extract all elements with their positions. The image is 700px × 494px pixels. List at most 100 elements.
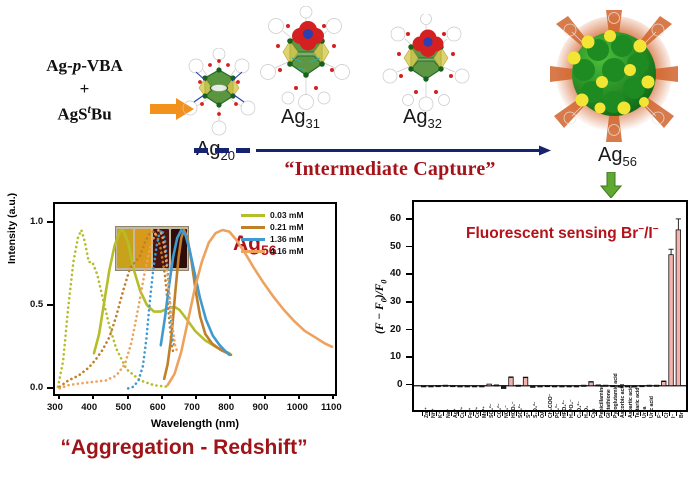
reagent-line-1: Ag-p-VBA <box>46 56 123 75</box>
ag32-structure <box>382 14 470 112</box>
bar-Urea <box>639 385 645 388</box>
right-xtickmark-19 <box>559 412 561 416</box>
synthesis-scheme: Ag-p-VBA + AgStBu <box>0 0 700 198</box>
spectra-curve-4 <box>126 228 176 390</box>
left-xtick-300: 300 <box>47 402 63 413</box>
bar-Ag+ <box>450 385 456 388</box>
right-ytick-20: 20 <box>390 323 402 335</box>
left-xtickmark-400 <box>92 394 95 399</box>
bar-Co2+ <box>471 385 478 388</box>
left-ytick-0.0: 0.0 <box>30 382 44 393</box>
legend-swatch-0 <box>241 213 265 217</box>
ag20-structure <box>182 48 256 136</box>
left-xtickmark-700 <box>195 394 197 399</box>
right-xtickmark-11 <box>501 412 503 416</box>
right-xtickmark-26 <box>610 412 612 416</box>
legend-swatch-1 <box>241 225 265 229</box>
legend-label-3: 4.16 mM <box>270 246 304 256</box>
legend-item-3: 4.16 mM <box>241 245 329 257</box>
left-ytick-0.5: 0.5 <box>30 299 44 310</box>
right-xtickmark-28 <box>625 412 627 416</box>
ag31-structure <box>260 6 350 110</box>
bar-OA <box>537 385 543 388</box>
right-ytick-30: 30 <box>390 296 402 307</box>
right-xtickmark-35 <box>676 412 678 416</box>
right-xtickmark-6 <box>465 412 467 416</box>
bar-Penicillamine <box>595 384 601 387</box>
right-xtickmark-8 <box>479 412 481 416</box>
right-xtickmark-25 <box>603 412 605 416</box>
right-xtickmark-12 <box>508 412 510 416</box>
legend-swatch-2 <box>241 237 265 241</box>
left-x-axis-label: Wavelength (nm) <box>150 418 240 430</box>
right-xtickmark-1 <box>428 412 430 416</box>
right-ytickmark-10 <box>406 356 412 358</box>
left-xtickmark-500 <box>126 394 129 399</box>
right-xtickmark-0 <box>421 412 423 416</box>
bar-Cys <box>588 381 594 387</box>
left-xtick-400: 400 <box>81 402 98 413</box>
legend-label-0: 0.03 mM <box>270 210 304 220</box>
left-ytickmark-0 <box>47 387 53 389</box>
bar-Zn2+ <box>421 385 427 388</box>
bar-NO3 - <box>501 385 507 389</box>
left-xtick-900: 900 <box>252 402 269 413</box>
right-xtickmark-20 <box>567 412 569 416</box>
green-down-arrow-icon <box>600 172 622 198</box>
right-xtickmark-24 <box>596 412 598 416</box>
reagent-line-2: AgStBu <box>57 101 112 124</box>
bar-PO4 3- <box>551 385 558 388</box>
right-ytick-40: 40 <box>390 268 402 280</box>
right-ytickmark-30 <box>406 301 412 303</box>
reagent-plus: + <box>79 78 90 98</box>
legend-item-1: 0.21 mM <box>241 221 329 233</box>
left-xtick-800: 800 <box>218 402 235 413</box>
right-xtickmark-3 <box>443 412 445 416</box>
bar-Aspartic acid <box>624 385 631 388</box>
dashed-line-icon <box>194 148 250 153</box>
right-ytickmark-20 <box>406 328 412 331</box>
ag56-label: Ag56 <box>598 144 637 169</box>
right-xtickmark-5 <box>458 412 460 416</box>
bar-Uric acid <box>646 384 652 387</box>
right-y-axis-label: (F − F0)/F0 <box>374 279 389 334</box>
right-xtickmark-23 <box>589 412 591 416</box>
bar-S2O3 2- <box>530 385 536 388</box>
bar-Ni2+ <box>428 385 434 388</box>
bar-Glutathione <box>602 384 609 387</box>
right-chart-panel: (F − F0)/F0 0 10 20 30 40 50 60 Fluorescent se… <box>372 186 698 492</box>
bar-F- <box>653 384 660 387</box>
right-xtickmark-10 <box>494 412 496 416</box>
selectivity-plot: Fluorescent sensing Br−/I− <box>412 200 688 412</box>
left-xtick-1000: 1000 <box>286 402 308 413</box>
right-xtickmark-21 <box>574 412 576 416</box>
bar-Fe3+ <box>464 385 470 388</box>
left-xtickmark-600 <box>160 394 163 399</box>
right-xtickmark-34 <box>669 412 671 416</box>
ag56-structure <box>550 10 678 142</box>
intermediate-capture-caption: “Intermediate Capture” <box>284 158 496 180</box>
right-ytickmark-40 <box>406 273 412 275</box>
right-ytickmark-60 <box>406 218 412 220</box>
long-arrow-icon <box>256 145 551 156</box>
right-xtickmark-9 <box>487 412 489 416</box>
spectra-curve-6 <box>58 228 179 390</box>
right-xtickmark-14 <box>523 412 525 416</box>
spectra-curve-1 <box>92 228 231 355</box>
right-xtickmark-16 <box>538 412 540 416</box>
legend-item-2: 1.36 mM <box>241 233 329 245</box>
bar-HPO4 2- <box>559 385 565 388</box>
selectivity-bars <box>414 218 686 389</box>
right-xtickmark-17 <box>545 412 547 416</box>
bar-I- <box>668 254 674 387</box>
bar-Pyroglutamic acid <box>610 385 616 388</box>
bar-H2PO4 - <box>566 385 572 388</box>
orange-arrow-icon <box>150 98 194 120</box>
right-ytick-10: 10 <box>390 351 402 363</box>
left-chart-panel: Intensity (a.u.) 1.0 0.5 0.0 Ag56 0.03 m… <box>6 186 360 492</box>
bar-S2- <box>522 377 529 387</box>
left-y-axis-label: Intensity (a.u.) <box>6 192 18 264</box>
right-xtickmark-15 <box>530 412 532 416</box>
right-xtickmark-4 <box>450 412 452 416</box>
ag31-label: Ag31 <box>281 106 320 131</box>
